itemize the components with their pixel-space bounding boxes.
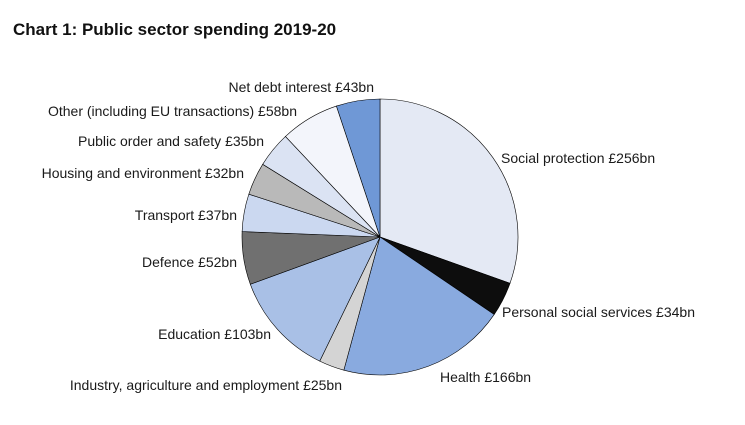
slice-label: Social protection £256bn — [501, 150, 655, 166]
slice-label: Net debt interest £43bn — [228, 79, 374, 95]
pie-slice — [343, 236, 495, 376]
pie-slice — [379, 98, 519, 284]
pie-slice — [249, 236, 381, 362]
slice-label: Industry, agriculture and employment £25… — [70, 377, 342, 393]
pie-slice — [336, 98, 381, 238]
chart-title: Chart 1: Public sector spending 2019-20 — [13, 20, 337, 39]
slice-label: Public order and safety £35bn — [78, 133, 264, 149]
slice-label: Defence £52bn — [142, 254, 237, 270]
slice-label: Personal social services £34bn — [502, 304, 695, 320]
slice-label: Transport £37bn — [135, 207, 237, 223]
slice-label: Housing and environment £32bn — [42, 165, 244, 181]
slice-label: Education £103bn — [158, 326, 271, 342]
slice-label: Other (including EU transactions) £58bn — [48, 103, 297, 119]
slice-label: Health £166bn — [440, 369, 531, 385]
